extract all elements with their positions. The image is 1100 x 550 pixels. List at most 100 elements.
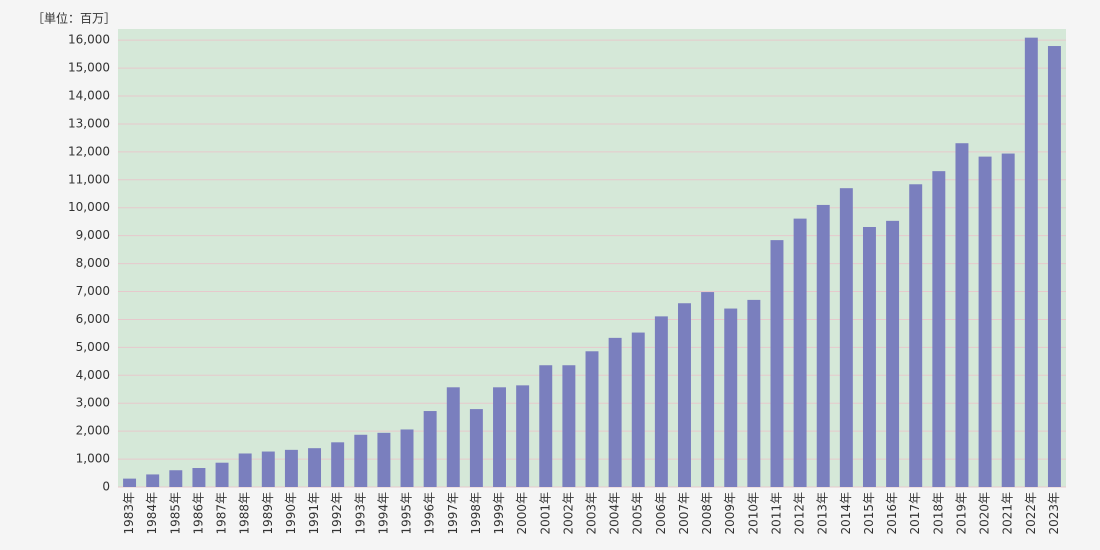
x-tick-label: 1988年 xyxy=(238,492,252,535)
x-tick-label: 2015年 xyxy=(862,492,876,535)
x-tick-label: 2016年 xyxy=(885,492,899,535)
y-tick-label: 5,000 xyxy=(76,340,110,354)
x-tick-label: 2009年 xyxy=(723,492,737,535)
bar xyxy=(446,387,460,487)
x-tick-label: 2007年 xyxy=(677,492,691,535)
x-tick-label: 1986年 xyxy=(191,492,205,535)
bar xyxy=(701,292,715,487)
x-tick-label: 2011年 xyxy=(769,492,783,535)
bar xyxy=(747,299,761,487)
y-tick-label: 3,000 xyxy=(76,396,110,410)
bar xyxy=(955,143,969,487)
x-tick-label: 2008年 xyxy=(700,492,714,535)
bar xyxy=(862,227,876,487)
bar xyxy=(308,448,322,487)
bar xyxy=(678,303,691,487)
bar xyxy=(816,204,830,487)
y-tick-label: 0 xyxy=(102,480,110,494)
y-tick-label: 2,000 xyxy=(76,424,110,438)
bar xyxy=(261,451,275,487)
y-tick-label: 10,000 xyxy=(68,200,110,214)
x-tick-label: 2005年 xyxy=(631,492,645,535)
bar xyxy=(469,409,483,487)
y-tick-label: 1,000 xyxy=(76,452,110,466)
x-tick-label: 1995年 xyxy=(400,492,414,535)
bar xyxy=(1001,153,1015,488)
y-tick-label: 14,000 xyxy=(68,89,110,103)
y-tick-label: 9,000 xyxy=(76,228,110,242)
unit-label: ［単位：百万］ xyxy=(32,11,116,26)
y-tick-label: 7,000 xyxy=(76,284,110,298)
bar xyxy=(354,434,368,487)
bar xyxy=(331,442,345,487)
x-tick-label: 1998年 xyxy=(469,492,483,535)
x-tick-label: 2022年 xyxy=(1024,492,1038,535)
bar xyxy=(238,453,252,487)
bar xyxy=(377,432,391,487)
x-tick-label: 1983年 xyxy=(122,492,136,535)
bar xyxy=(562,365,576,487)
bar xyxy=(608,337,622,487)
x-tick-label: 2002年 xyxy=(561,492,575,535)
bar xyxy=(423,411,437,487)
x-tick-label: 2000年 xyxy=(515,492,529,535)
x-tick-label: 1993年 xyxy=(353,492,367,535)
y-tick-label: 15,000 xyxy=(68,61,110,75)
bar xyxy=(146,474,160,487)
x-tick-label: 1989年 xyxy=(261,492,275,535)
bar xyxy=(284,449,298,487)
bar xyxy=(585,351,599,487)
x-tick-label: 2021年 xyxy=(1001,492,1015,535)
y-tick-label: 8,000 xyxy=(76,256,110,270)
x-tick-label: 1990年 xyxy=(284,492,298,535)
x-tick-label: 1985年 xyxy=(168,492,182,535)
x-tick-label: 2020年 xyxy=(978,492,992,535)
x-tick-label: 2014年 xyxy=(839,492,853,535)
y-tick-label: 12,000 xyxy=(68,144,110,158)
bar xyxy=(493,387,506,487)
x-tick-label: 1987年 xyxy=(215,492,229,535)
bar xyxy=(631,332,645,487)
x-tick-label: 2012年 xyxy=(793,492,807,535)
x-tick-label: 2003年 xyxy=(585,492,599,535)
x-tick-label: 2010年 xyxy=(746,492,760,535)
bar xyxy=(839,188,853,487)
x-tick-label: 1996年 xyxy=(423,492,437,535)
bar xyxy=(1047,46,1061,487)
bar xyxy=(539,365,553,487)
x-tick-label: 2004年 xyxy=(608,492,622,535)
bar xyxy=(215,462,229,487)
bar xyxy=(770,240,784,487)
bar xyxy=(793,218,807,487)
x-tick-label: 2001年 xyxy=(538,492,552,535)
x-tick-label: 2013年 xyxy=(816,492,830,535)
x-tick-label: 1991年 xyxy=(307,492,321,535)
bar xyxy=(909,184,923,487)
y-tick-label: 6,000 xyxy=(76,312,110,326)
x-tick-label: 1997年 xyxy=(446,492,460,535)
bar xyxy=(932,171,946,487)
bar xyxy=(169,470,183,487)
x-tick-label: 2023年 xyxy=(1047,492,1061,535)
bar xyxy=(123,478,137,487)
x-tick-label: 1984年 xyxy=(145,492,159,535)
y-tick-label: 13,000 xyxy=(68,116,110,130)
x-tick-label: 2018年 xyxy=(931,492,945,535)
x-tick-label: 1992年 xyxy=(330,492,344,535)
x-tick-label: 2006年 xyxy=(654,492,668,535)
bar xyxy=(724,308,738,487)
bar xyxy=(654,316,668,487)
bar xyxy=(192,468,206,487)
bar xyxy=(400,429,414,487)
bar xyxy=(516,385,530,487)
bar xyxy=(1024,37,1038,487)
y-tick-label: 11,000 xyxy=(68,172,110,186)
y-tick-label: 16,000 xyxy=(68,33,110,47)
x-tick-label: 2017年 xyxy=(908,492,922,535)
x-tick-label: 1994年 xyxy=(376,492,390,535)
bar xyxy=(886,220,900,488)
x-tick-label: 2019年 xyxy=(954,492,968,535)
x-tick-label: 1999年 xyxy=(492,492,506,535)
y-tick-label: 4,000 xyxy=(76,368,110,382)
